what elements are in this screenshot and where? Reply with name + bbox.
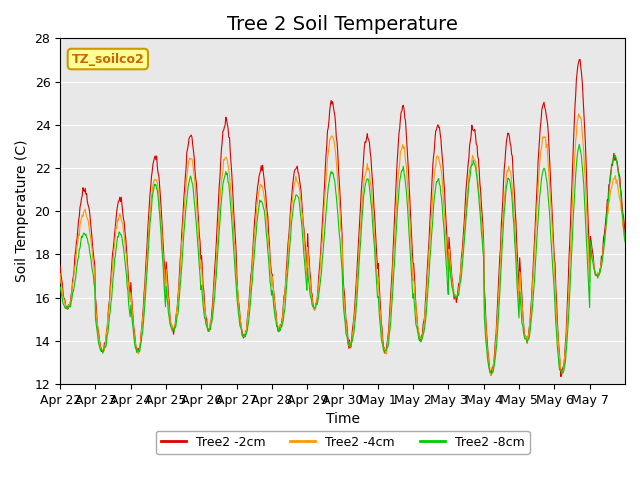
Text: TZ_soilco2: TZ_soilco2 (72, 52, 144, 66)
X-axis label: Time: Time (326, 412, 360, 426)
Legend: Tree2 -2cm, Tree2 -4cm, Tree2 -8cm: Tree2 -2cm, Tree2 -4cm, Tree2 -8cm (156, 431, 529, 454)
Title: Tree 2 Soil Temperature: Tree 2 Soil Temperature (227, 15, 458, 34)
Y-axis label: Soil Temperature (C): Soil Temperature (C) (15, 140, 29, 282)
